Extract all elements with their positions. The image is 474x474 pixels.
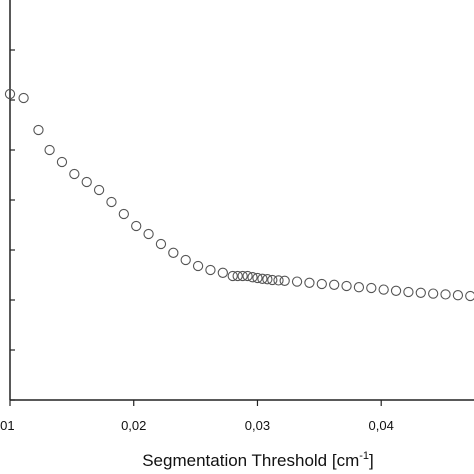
data-point — [69, 168, 80, 180]
data-point — [262, 274, 273, 285]
data-point — [4, 88, 16, 100]
data-point — [143, 228, 154, 240]
data-point — [81, 176, 92, 188]
x-tick-label: 0,04 — [369, 418, 394, 433]
data-point — [118, 208, 129, 220]
data-point — [56, 156, 68, 168]
x-axis-title-superscript: -1 — [359, 450, 369, 462]
data-point — [304, 277, 315, 288]
data-point — [247, 272, 258, 283]
data-point — [217, 267, 228, 278]
data-point — [341, 280, 352, 292]
data-point — [232, 270, 243, 282]
data-point — [403, 286, 414, 298]
data-point — [44, 144, 55, 156]
data-point — [33, 124, 44, 136]
x-axis-title: Segmentation Threshold [cm-1] — [142, 450, 374, 470]
data-point — [291, 276, 303, 287]
x-axis-title-end: ] — [369, 451, 374, 470]
data-point — [428, 288, 439, 299]
data-point — [440, 289, 451, 300]
data-point — [205, 264, 216, 276]
data-point — [18, 92, 29, 104]
data-point — [131, 220, 142, 232]
data-point — [237, 270, 248, 282]
data-point — [279, 275, 290, 286]
data-point — [252, 272, 263, 284]
data-point — [227, 270, 238, 282]
data-points — [4, 88, 474, 302]
data-point — [378, 284, 389, 295]
data-point — [192, 260, 204, 272]
data-point — [93, 184, 105, 196]
data-point — [465, 290, 474, 302]
data-point — [155, 238, 167, 250]
data-point — [415, 287, 426, 298]
data-point — [366, 282, 377, 294]
x-axis-title-main: Segmentation Threshold [cm — [142, 451, 359, 470]
data-point — [452, 290, 464, 301]
x-tick-label: 0,01 — [0, 418, 15, 433]
x-tick-label: 0,03 — [245, 418, 270, 433]
data-point — [329, 279, 340, 290]
y-ticks — [10, 49, 15, 401]
data-point — [180, 254, 191, 266]
x-ticks: 0,01 0,02 0,03 0,04 — [0, 400, 394, 433]
x-tick-label: 0,02 — [121, 418, 146, 433]
data-point — [267, 274, 278, 286]
data-point — [390, 285, 402, 296]
data-point — [257, 273, 268, 284]
data-point — [168, 247, 179, 258]
data-point — [353, 282, 365, 293]
data-point — [106, 196, 117, 208]
data-point — [242, 270, 253, 282]
data-point — [273, 275, 284, 286]
data-point — [316, 278, 327, 290]
